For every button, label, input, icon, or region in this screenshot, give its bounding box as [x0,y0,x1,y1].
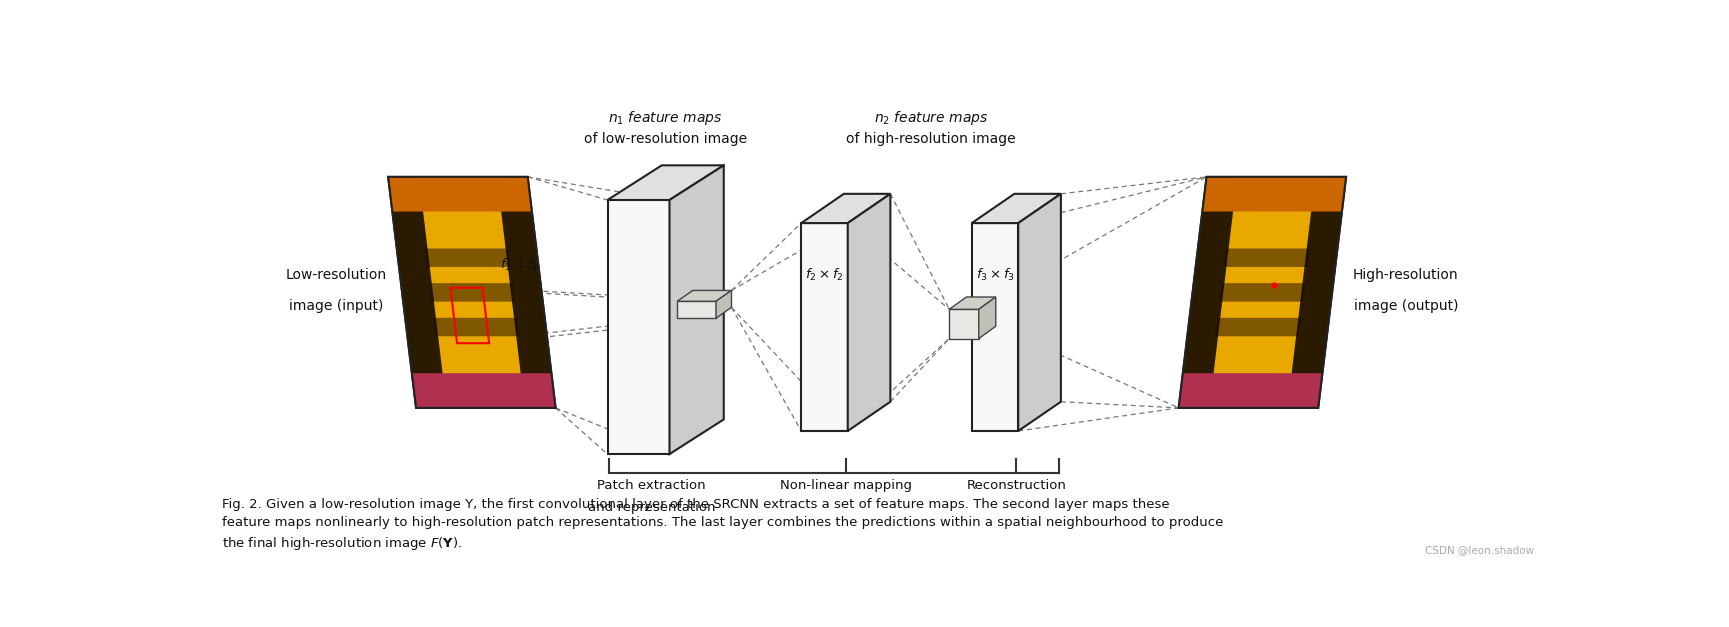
Text: image (input): image (input) [289,299,384,314]
Polygon shape [432,318,519,336]
Text: $n_1$ feature maps: $n_1$ feature maps [609,109,723,127]
Text: of low-resolution image: of low-resolution image [584,132,747,146]
Polygon shape [716,290,731,318]
Text: Patch extraction: Patch extraction [597,480,705,492]
Text: CSDN @leon.shadow: CSDN @leon.shadow [1425,545,1534,555]
Polygon shape [607,200,669,454]
Polygon shape [678,301,716,318]
Polygon shape [949,309,979,339]
Text: Reconstruction: Reconstruction [967,480,1067,492]
Polygon shape [412,373,555,408]
Text: feature maps nonlinearly to high-resolution patch representations. The last laye: feature maps nonlinearly to high-resolut… [223,517,1224,529]
Text: the final high-resolution image $F$($\mathbf{Y}$).: the final high-resolution image $F$($\ma… [223,535,463,552]
Polygon shape [425,248,510,267]
Polygon shape [801,194,890,223]
Polygon shape [1179,177,1347,408]
Polygon shape [1209,177,1316,408]
Text: High-resolution: High-resolution [1352,268,1459,282]
Polygon shape [1224,248,1309,267]
Polygon shape [389,177,533,211]
Polygon shape [1219,283,1305,302]
Polygon shape [678,290,731,301]
Polygon shape [1179,177,1238,408]
Text: $f_3 \times f_3$: $f_3 \times f_3$ [975,267,1015,283]
Polygon shape [607,166,724,200]
Polygon shape [949,297,996,309]
Polygon shape [1288,177,1347,408]
Polygon shape [389,177,555,408]
Polygon shape [847,194,890,431]
Polygon shape [669,166,724,454]
Text: and representation: and representation [588,501,716,514]
Text: $f_1 \times f_1$: $f_1 \times f_1$ [500,256,539,273]
Polygon shape [1215,318,1302,336]
Polygon shape [1202,177,1347,211]
Polygon shape [1018,194,1062,431]
Text: $f_2 \times f_2$: $f_2 \times f_2$ [806,267,844,283]
Polygon shape [1179,373,1323,408]
Text: Low-resolution: Low-resolution [285,268,387,282]
Polygon shape [979,297,996,339]
Polygon shape [389,177,446,408]
Text: Non-linear mapping: Non-linear mapping [780,480,911,492]
Polygon shape [972,223,1018,431]
Polygon shape [801,223,847,431]
Text: $n_2$ feature maps: $n_2$ feature maps [873,109,989,127]
Polygon shape [429,283,515,302]
Text: Fig. 2. Given a low-resolution image Y, the first convolutional layer of the SRC: Fig. 2. Given a low-resolution image Y, … [223,498,1171,511]
Polygon shape [496,177,555,408]
Text: of high-resolution image: of high-resolution image [845,132,1017,146]
Text: image (output): image (output) [1354,299,1458,314]
Polygon shape [418,177,526,408]
Polygon shape [972,194,1062,223]
